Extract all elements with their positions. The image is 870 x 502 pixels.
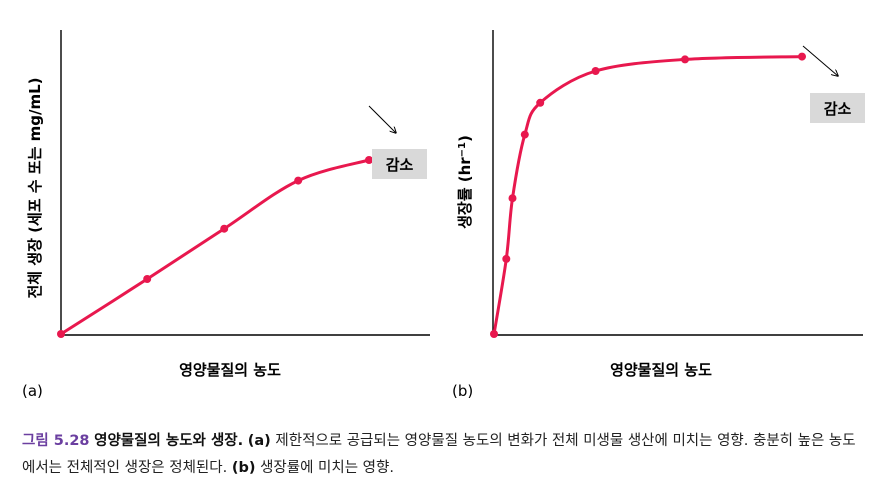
panel-a-data-point xyxy=(294,176,303,185)
panel-b-data-point xyxy=(520,130,529,139)
panel-b-label: (b) xyxy=(452,382,473,400)
caption-part-b-tag: (b) xyxy=(231,460,256,476)
panel-a: 전체 생장 (세포 수 또는 mg/mL) 영양물질의 농도 (a) 감소 xyxy=(22,30,430,400)
panel-b-y-label-sup: −1 xyxy=(457,142,468,157)
panel-b-data-point xyxy=(502,254,511,263)
panel-b-arrow xyxy=(802,45,838,76)
panel-a-points xyxy=(57,156,373,338)
caption-part-b-text: 생장률에 미치는 영향. xyxy=(260,460,394,476)
panel-a-data-point xyxy=(57,330,65,338)
panel-b-data-point xyxy=(591,67,600,75)
panel-a-x-label: 영양물질의 농도 xyxy=(179,361,281,379)
panel-b-points xyxy=(490,52,806,338)
panel-a-annotation-box xyxy=(372,149,427,179)
panel-b-data-point xyxy=(536,98,545,107)
panel-a-data-point xyxy=(365,156,373,164)
panel-b-y-label-close: ) xyxy=(456,135,474,142)
figure-chart: 전체 생장 (세포 수 또는 mg/mL) 영양물질의 농도 (a) 감소 생장… xyxy=(22,30,865,400)
panel-b-annotation: 감소 xyxy=(824,100,852,118)
panel-a-data-point xyxy=(220,224,229,233)
panel-a-annotation: 감소 xyxy=(386,156,414,174)
figure-number: 그림 5.28 xyxy=(22,433,90,449)
panel-a-arrow xyxy=(368,105,396,133)
panel-b-annotation-box xyxy=(810,93,865,123)
panel-b-curve xyxy=(492,55,804,336)
panel-b-axes xyxy=(492,30,863,336)
panel-b-data-point xyxy=(681,55,689,64)
figure-title: 영양물질의 농도와 생장. xyxy=(94,433,244,449)
panel-b-data-point xyxy=(490,330,498,338)
caption-part-a-text: 제한적으로 공급되는 영양물질 농도의 변화가 전체 미생물 생산에 미치는 영… xyxy=(22,433,856,476)
panel-a-y-label: 전체 생장 (세포 수 또는 mg/mL) xyxy=(26,77,44,298)
panel-b-data-point xyxy=(798,52,806,61)
panel-b-y-label-main: 생장률 (hr xyxy=(456,157,474,229)
panel-b-y-label: 생장률 (hr−1) xyxy=(456,135,474,229)
panel-a-axes xyxy=(60,30,430,336)
panel-a-curve xyxy=(59,158,371,336)
panel-a-label: (a) xyxy=(22,382,43,400)
caption-part-a-tag: (a) xyxy=(247,433,271,449)
panel-a-data-point xyxy=(143,275,152,283)
panel-b-x-label: 영양물질의 농도 xyxy=(610,361,712,379)
panel-b-data-point xyxy=(508,194,517,203)
panel-b: 생장률 (hr−1) 영양물질의 농도 (b) 감소 xyxy=(452,30,865,400)
figure-caption: 그림 5.28 영양물질의 농도와 생장. (a) 제한적으로 공급되는 영양물… xyxy=(22,428,858,482)
